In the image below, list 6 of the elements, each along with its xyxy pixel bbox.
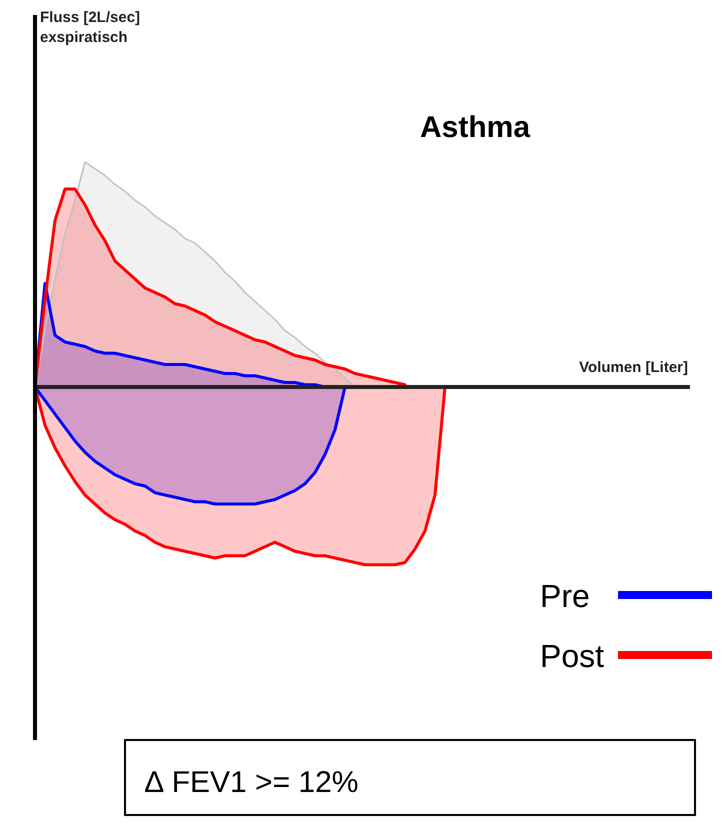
text: ∆ FEV1 >= 12% — [145, 766, 358, 799]
legend-label: Pre — [540, 578, 590, 614]
chart-title: Asthma — [420, 111, 530, 144]
x-axis-title: Volumen [Liter] — [579, 359, 688, 376]
legend-label: Post — [540, 638, 604, 674]
text: Fluss [2L/sec] exspiratisch — [40, 9, 140, 46]
